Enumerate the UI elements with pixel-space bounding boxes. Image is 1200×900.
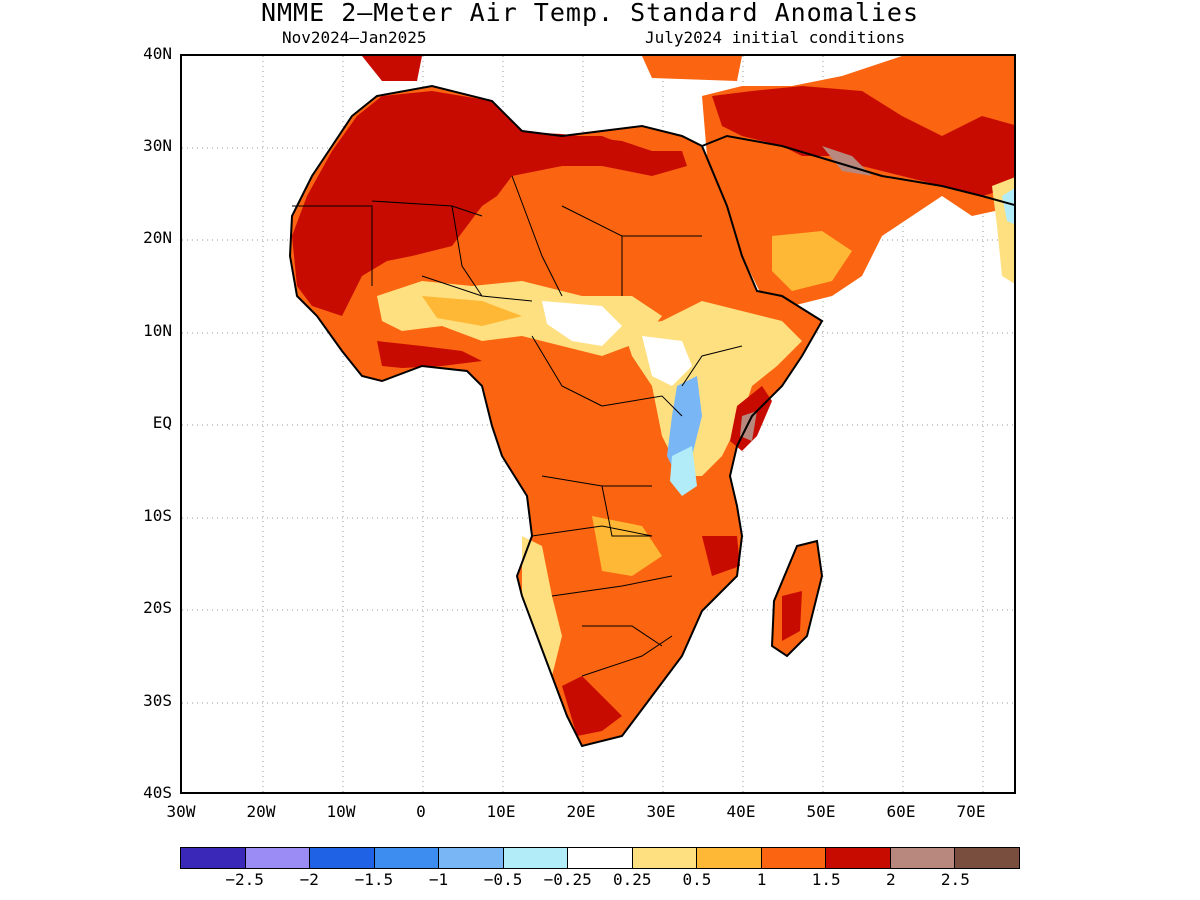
guinea-coast-high-anomaly: [377, 341, 482, 368]
lat-label: 30S: [143, 691, 172, 710]
colorbar-swatch: [503, 848, 569, 868]
sahara-high-anomaly: [502, 131, 687, 176]
colorbar-swatch: [181, 848, 246, 868]
lon-label: 40E: [726, 802, 756, 821]
lon-label: 10W: [326, 802, 356, 821]
initial-conditions: July2024 initial conditions: [645, 28, 906, 47]
sahel-neutral: [542, 301, 622, 346]
map-canvas: [182, 56, 1014, 792]
lat-label: 40S: [143, 783, 172, 802]
east-africa-white: [642, 336, 692, 386]
colorbar-swatch: [568, 848, 633, 868]
colorbar-swatch: [890, 848, 956, 868]
lon-label: 10E: [486, 802, 516, 821]
colorbar-label: 1: [756, 870, 767, 889]
colorbar-swatch: [310, 848, 375, 868]
colorbar-swatch: [697, 848, 762, 868]
colorbar-label: −2: [299, 870, 319, 889]
lon-label: 20E: [566, 802, 596, 821]
lat-label: EQ: [152, 413, 172, 432]
colorbar-swatch: [955, 848, 1019, 868]
coastlines: [288, 84, 1014, 748]
anomaly-map: [180, 54, 1016, 794]
forecast-period: Nov2024—Jan2025: [282, 28, 427, 47]
country-borders: [292, 175, 743, 677]
lon-label: 50E: [806, 802, 836, 821]
lat-label: 40N: [143, 44, 172, 63]
lon-label: 70E: [956, 802, 986, 821]
colorbar-label: −0.25: [543, 870, 592, 889]
lat-label: 20N: [143, 228, 172, 247]
colorbar-swatch: [439, 848, 504, 868]
colorbar-label: −0.5: [483, 870, 523, 889]
east-africa-blue: [667, 376, 702, 476]
india-tip-blue: [1002, 188, 1014, 225]
colorbar-label: 1.5: [811, 870, 841, 889]
lon-label: 20W: [246, 802, 276, 821]
south-central-moderate: [592, 516, 662, 576]
mozambique-high-anomaly: [702, 536, 740, 576]
colorbar-label: −2.5: [225, 870, 264, 889]
colorbar: [180, 847, 1020, 869]
colorbar-swatch: [374, 848, 440, 868]
colorbar-swatch: [245, 848, 311, 868]
colorbar-swatch: [632, 848, 698, 868]
colorbar-label: 2: [885, 870, 896, 889]
colorbar-label: 2.5: [940, 870, 970, 889]
arabia-high-anomaly: [712, 86, 1014, 196]
lon-label: 0: [416, 802, 426, 821]
lat-label: 10N: [143, 321, 172, 340]
lon-label: 60E: [886, 802, 916, 821]
colorbar-label: −1.5: [354, 870, 394, 889]
southwest-light-anomaly: [522, 536, 562, 676]
lat-label: 20S: [143, 598, 172, 617]
lon-label: 30W: [166, 802, 196, 821]
arabia-low-anomaly: [772, 231, 852, 291]
east-africa-light-blue: [670, 446, 697, 496]
lat-label: 30N: [143, 136, 172, 155]
europe-strip: [362, 56, 422, 81]
lat-label: 10S: [143, 506, 172, 525]
colorbar-swatch: [761, 848, 827, 868]
colorbar-swatch: [826, 848, 891, 868]
colorbar-label: 0.5: [682, 870, 712, 889]
colorbar-label: 0.25: [613, 870, 652, 889]
sahel-moderate: [422, 296, 522, 326]
south-africa-high-anomaly: [562, 676, 622, 736]
colorbar-label: −1: [428, 870, 449, 889]
madagascar-high-anomaly: [782, 591, 802, 641]
lon-label: 30E: [646, 802, 676, 821]
mediterranean-east: [642, 56, 742, 81]
chart-title: NMME 2—Meter Air Temp. Standard Anomalie…: [260, 0, 920, 27]
